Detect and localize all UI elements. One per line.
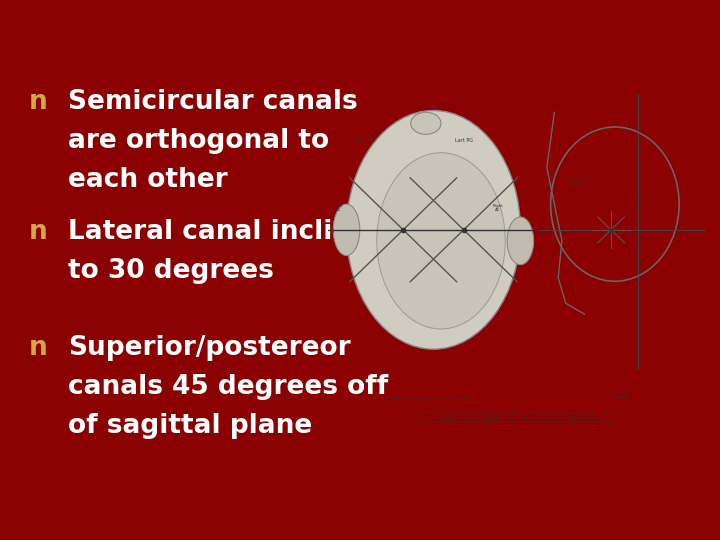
Text: of sagittal plane: of sagittal plane (68, 413, 312, 438)
Text: n: n (29, 219, 48, 245)
Text: Right
AC: Right AC (492, 204, 503, 212)
Ellipse shape (346, 111, 521, 349)
Ellipse shape (507, 217, 534, 265)
Text: Left and
Rig LLC: Left and Rig LLC (570, 178, 586, 187)
Text: Superior/postereor: Superior/postereor (68, 335, 351, 361)
Text: each other: each other (68, 167, 228, 193)
Text: to 30 degrees: to 30 degrees (68, 258, 274, 284)
Text: Rig 1 PD: Rig 1 PD (355, 138, 376, 143)
Text: FIGURE 136.3. A. Membranous labyrinth of the right ear. B. Planes of the semicir: FIGURE 136.3. A. Membranous labyrinth of… (417, 411, 616, 424)
Text: Semicircular canals: Semicircular canals (68, 89, 358, 115)
Ellipse shape (333, 204, 360, 255)
Text: 30°: 30° (630, 201, 637, 205)
Text: Lateral canal inclined: Lateral canal inclined (68, 219, 388, 245)
Ellipse shape (410, 112, 441, 134)
Text: n: n (29, 89, 48, 115)
Text: n: n (29, 335, 48, 361)
Text: Lart PG: Lart PG (455, 138, 473, 143)
Text: A: A (331, 230, 335, 234)
Text: N-O: N-O (543, 228, 551, 232)
Ellipse shape (377, 153, 505, 329)
Text: LATERAL
CANAL: LATERAL CANAL (613, 391, 631, 400)
Text: are orthogonal to: are orthogonal to (68, 128, 330, 154)
Text: canals 45 degrees off: canals 45 degrees off (68, 374, 389, 400)
Text: A  lateral and  posterior  vertical  canals: A lateral and posterior vertical canals (385, 396, 467, 400)
Text: Loh
AC: Loh AC (336, 204, 343, 212)
